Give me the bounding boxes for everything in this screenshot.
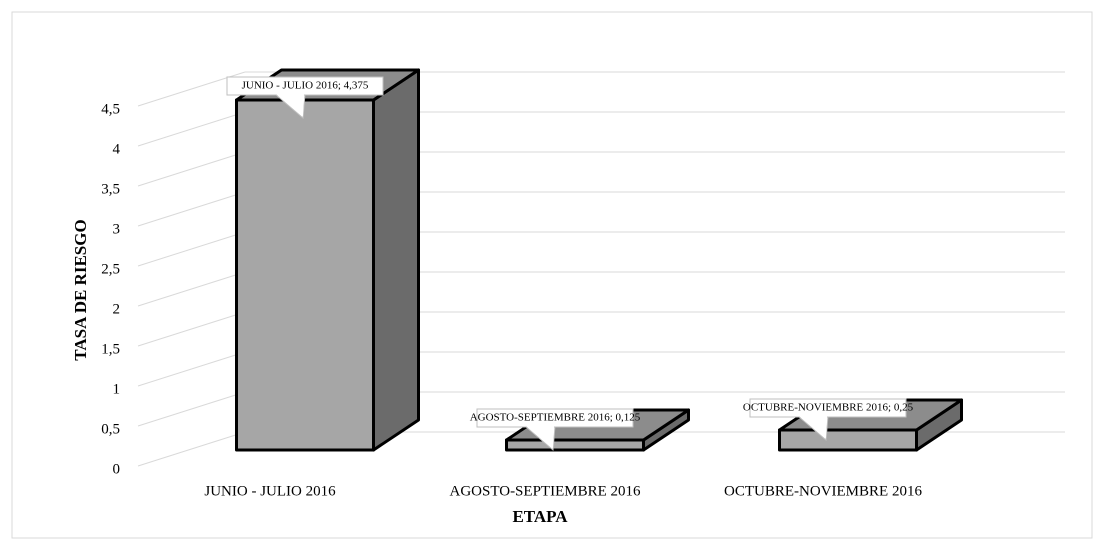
y-tick-label: 4,5 [101,101,120,117]
x-tick-label: AGOSTO-SEPTIEMBRE 2016 [450,483,641,499]
grid-line [137,391,246,427]
y-tick-label: 1,5 [101,341,120,357]
grid-line [137,111,246,147]
y-tick-label: 2,5 [101,261,120,277]
x-tick-label: OCTUBRE-NOVIEMBRE 2016 [724,483,922,499]
bar-side [372,68,420,452]
grid-line [137,231,246,267]
y-tick-label: 3,5 [101,181,120,197]
y-tick-label: 4 [113,141,121,157]
callout-pointer-fill [526,426,554,448]
y-tick-label: 0 [113,461,121,477]
bar [505,438,645,452]
data-label: AGOSTO-SEPTIEMBRE 2016; 0,125 [470,412,641,424]
bar [235,98,375,452]
callout-pointer-fill [276,94,304,116]
x-axis-title: ETAPA [512,507,568,526]
data-label: JUNIO - JULIO 2016; 4,375 [242,80,369,92]
data-label-box [476,408,634,428]
grid-line [137,191,246,227]
y-tick-label: 2 [113,301,121,317]
y-axis-title: TASA DE RIESGO [71,219,90,360]
y-tick-label: 1 [113,381,121,397]
x-tick-label: JUNIO - JULIO 2016 [204,483,336,499]
data-label: OCTUBRE-NOVIEMBRE 2016; 0,25 [743,402,914,414]
y-tick-label: 3 [113,221,121,237]
bar [778,428,918,452]
y-tick-label: 0,5 [101,421,120,437]
grid-line [137,351,246,387]
chart-border [11,11,1093,539]
grid-line [137,311,246,347]
callout-pointer-fill [799,416,827,438]
data-label-box [226,76,384,96]
grid-line [137,271,246,307]
data-label-box [749,398,907,418]
grid-line [137,431,246,467]
grid-line [137,151,246,187]
